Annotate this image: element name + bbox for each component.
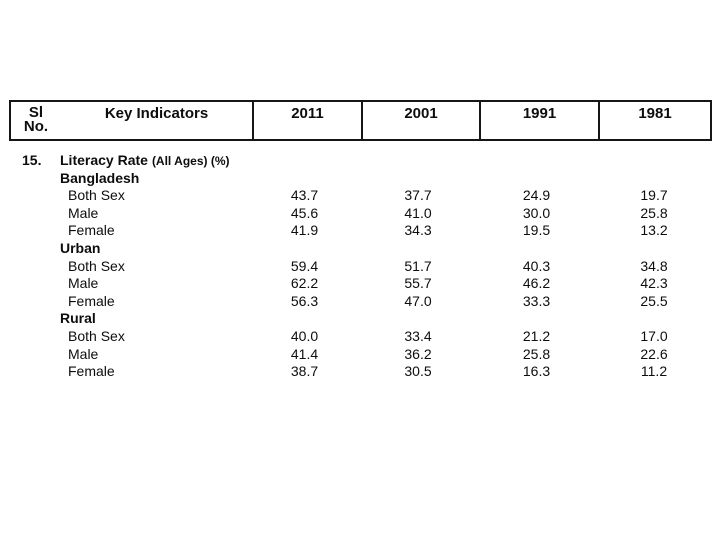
table-row: Female 38.7 30.5 16.3 11.2	[9, 363, 712, 381]
row-label: Female	[68, 292, 115, 309]
cell-value: 17.0	[640, 327, 668, 344]
cell-value: 41.9	[290, 222, 319, 239]
cell-value: 51.7	[404, 257, 432, 274]
cell-value: 21.2	[522, 327, 551, 344]
cell-value: 41.4	[290, 345, 319, 362]
cell-value	[359, 310, 477, 328]
cell-value	[477, 152, 596, 170]
cell-value: 59.4	[290, 257, 319, 274]
col-header-key-indicators: Key Indicators	[104, 105, 209, 122]
cell-value	[250, 310, 359, 328]
col-header-year-1981: 1981	[598, 102, 710, 139]
cell-value: 24.9	[522, 187, 551, 204]
cell-value	[250, 240, 359, 258]
col-header-sl-no: Sl No.	[11, 102, 61, 139]
cell-value	[477, 170, 596, 188]
cell-value	[250, 152, 359, 170]
cell-value: 37.7	[404, 187, 432, 204]
table-body: 15. Literacy Rate (All Ages) (%) Bangladesh…	[9, 152, 712, 381]
cell-value	[250, 170, 359, 188]
section-number: 15.	[22, 152, 42, 168]
group-header-row: Bangladesh	[9, 170, 712, 188]
cell-value: 33.3	[522, 292, 551, 309]
row-label: Literacy Rate (All Ages) (%)	[9, 152, 250, 170]
row-label: Urban	[60, 239, 101, 256]
table-row: Both Sex 40.0 33.4 21.2 17.0	[9, 328, 712, 346]
cell-value	[359, 170, 477, 188]
row-label: Both Sex	[68, 187, 125, 204]
table-row: Female 56.3 47.0 33.3 25.5	[9, 293, 712, 311]
cell-value: 45.6	[290, 204, 319, 221]
section-title: Literacy Rate	[60, 152, 148, 168]
cell-value: 42.3	[640, 275, 668, 292]
cell-value	[359, 240, 477, 258]
cell-value: 46.2	[522, 275, 551, 292]
row-label: Both Sex	[68, 327, 125, 344]
cell-value: 25.8	[522, 345, 551, 362]
cell-value	[596, 152, 712, 170]
cell-value: 22.6	[640, 345, 668, 362]
cell-value: 43.7	[290, 187, 319, 204]
row-label: Female	[68, 363, 115, 380]
cell-value: 62.2	[290, 275, 319, 292]
cell-value: 56.3	[290, 292, 319, 309]
cell-value: 47.0	[404, 292, 432, 309]
table-row: Female 41.9 34.3 19.5 13.2	[9, 222, 712, 240]
table-header: Sl No. Key Indicators 2011 2001 1991 198…	[9, 100, 712, 141]
table-row: Male 62.2 55.7 46.2 42.3	[9, 275, 712, 293]
cell-value: 36.2	[404, 345, 432, 362]
table-row: Male 41.4 36.2 25.8 22.6	[9, 346, 712, 364]
cell-value: 41.0	[404, 204, 432, 221]
cell-value	[359, 152, 477, 170]
cell-value: 25.5	[640, 292, 668, 309]
table-row: Both Sex 59.4 51.7 40.3 34.8	[9, 258, 712, 276]
cell-value: 40.3	[522, 257, 551, 274]
row-label: Male	[68, 275, 99, 292]
sl-no-line1: Sl	[28, 104, 44, 121]
cell-value	[477, 240, 596, 258]
group-header-row: Urban	[9, 240, 712, 258]
cell-value: 13.2	[640, 222, 668, 239]
cell-value	[477, 310, 596, 328]
col-header-year-2011: 2011	[252, 102, 361, 139]
section-title-row: 15. Literacy Rate (All Ages) (%)	[9, 152, 712, 170]
row-label: Both Sex	[68, 257, 125, 274]
cell-value: 19.5	[522, 222, 551, 239]
col-header-year-2001: 2001	[361, 102, 479, 139]
header-cell-sl-key: Sl No. Key Indicators	[11, 102, 252, 139]
cell-value: 34.8	[640, 257, 668, 274]
cell-value: 55.7	[404, 275, 432, 292]
row-label: Male	[68, 204, 99, 221]
cell-value: 34.3	[404, 222, 432, 239]
cell-value: 38.7	[290, 363, 319, 380]
row-label: Female	[68, 222, 115, 239]
cell-value: 19.7	[640, 187, 668, 204]
cell-value: 11.2	[640, 363, 668, 380]
cell-value: 16.3	[522, 363, 551, 380]
cell-value	[596, 170, 712, 188]
cell-value	[596, 310, 712, 328]
cell-value: 40.0	[290, 327, 319, 344]
row-label: Male	[68, 345, 99, 362]
group-header-row: Rural	[9, 310, 712, 328]
cell-value: 25.8	[640, 204, 668, 221]
row-label: Rural	[60, 310, 96, 327]
cell-value: 30.5	[404, 363, 432, 380]
col-header-year-1991: 1991	[479, 102, 598, 139]
table-row: Both Sex 43.7 37.7 24.9 19.7	[9, 187, 712, 205]
sl-no-line2: No.	[23, 118, 49, 135]
table-row: Male 45.6 41.0 30.0 25.8	[9, 205, 712, 223]
row-label: Bangladesh	[60, 169, 140, 186]
cell-value	[596, 240, 712, 258]
cell-value: 33.4	[404, 327, 432, 344]
section-title-note: (All Ages) (%)	[151, 154, 230, 168]
cell-value: 30.0	[522, 204, 551, 221]
